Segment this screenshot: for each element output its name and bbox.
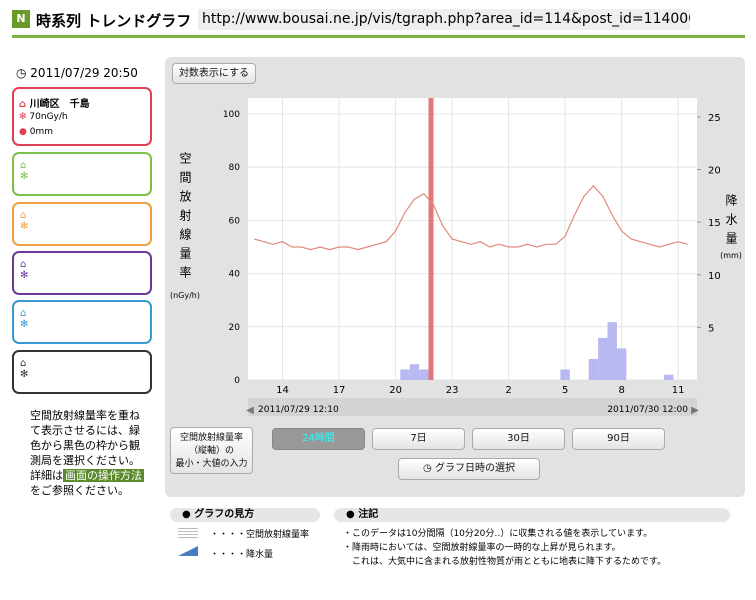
station-box[interactable]: ⌂ 川崎区 千島 ✻ 70nGy/h ● 0mm xyxy=(12,87,152,146)
range-button[interactable]: 空間放射線量率 （縦軸）の 最小・大値の入力 xyxy=(170,427,253,474)
x-tick-label: 14 xyxy=(276,385,289,396)
note-line: ・このデータは10分間隔（10分20分‥）に収集される値を表示しています。 xyxy=(343,529,653,539)
header-rule xyxy=(12,35,745,38)
station-box[interactable]: ⌂ ✻ xyxy=(12,202,152,246)
y-tick-label: 100 xyxy=(223,110,240,120)
station-dose: 70nGy/h xyxy=(29,112,68,122)
log-button[interactable]: 対数表示にする xyxy=(172,63,256,84)
x-tick-label: 11 xyxy=(672,385,685,396)
y2-tick-label: 5 xyxy=(708,323,714,334)
timestamp-text: 2011/07/29 20:50 xyxy=(30,66,138,80)
x-tick-label: 17 xyxy=(333,385,346,396)
period-button[interactable]: 90日 xyxy=(572,428,665,450)
legend-title: グラフの見方 xyxy=(194,509,255,520)
rain-bar xyxy=(560,369,570,380)
y2-tick-label: 20 xyxy=(708,166,721,177)
x-tick-label: 5 xyxy=(562,385,568,396)
help-line: て表示させるには、緑 xyxy=(30,424,140,437)
page-title: 時系列 トレンドグラフ xyxy=(36,12,192,30)
legend-name: 空間放射線量率 xyxy=(246,530,310,540)
rain-bar xyxy=(664,374,674,380)
range-button-line: （縦軸）の xyxy=(188,446,234,456)
range-button-line: 空間放射線量率 xyxy=(179,433,243,443)
y-tick-label: 60 xyxy=(229,216,241,226)
station-rain: 0mm xyxy=(29,127,53,137)
help-line: 空間放射線量率を重ね xyxy=(30,409,140,422)
station-name: 川崎区 千島 xyxy=(29,99,90,110)
y-axis-unit: (nGy/h) xyxy=(170,291,200,300)
note-line: これは、大気中に含まれる放射性物質が雨とともに地表に降下するためです。 xyxy=(343,557,667,567)
notes-title: 注記 xyxy=(358,509,379,520)
station-box[interactable]: ⌂ ✻ xyxy=(12,300,152,344)
rain-bar xyxy=(419,369,429,380)
period-button[interactable]: 24時間 xyxy=(272,428,365,450)
date-select-text: グラフ日時の選択 xyxy=(434,463,515,474)
help-line: 測局を選択ください。 xyxy=(30,454,140,467)
station-box[interactable]: ⌂ ✻ xyxy=(12,152,152,196)
rain-bar xyxy=(616,348,627,380)
arrow-left[interactable]: ◀ xyxy=(246,405,254,416)
x-tick-label: 23 xyxy=(446,385,459,396)
dose-line xyxy=(254,184,688,251)
y-tick-label: 0 xyxy=(234,376,240,386)
note-line: ・降雨時においては、空間放射線量率の一時的な上昇が見られます。 xyxy=(343,543,621,553)
legend-swatch xyxy=(178,528,198,538)
legend-item: ・・・・空間放射線量率 xyxy=(210,530,310,540)
y-tick-label: 40 xyxy=(229,270,241,280)
y2-tick-label: 25 xyxy=(708,113,721,124)
start-label: 2011/07/29 12:10 xyxy=(258,405,339,415)
x-tick-label: 8 xyxy=(618,385,624,396)
period-button[interactable]: 30日 xyxy=(472,428,565,450)
y2-axis-label: 降水量 xyxy=(724,194,738,251)
arrow-right[interactable]: ▶ xyxy=(691,405,699,416)
y-tick-label: 80 xyxy=(229,163,241,173)
time-bar xyxy=(248,398,697,416)
rain-bar xyxy=(607,322,617,380)
station-box[interactable]: ⌂ ✻ xyxy=(12,251,152,295)
y-axis-label: 空間放射線量率 xyxy=(178,152,192,285)
legend-swatch xyxy=(178,546,198,556)
help-suffix: をご参照ください。 xyxy=(30,484,129,497)
y2-tick-label: 10 xyxy=(708,271,721,282)
date-select-button[interactable]: ◷ グラフ日時の選択 xyxy=(398,458,540,480)
legend-header: ● グラフの見方 xyxy=(170,508,320,522)
end-label: 2011/07/30 12:00 xyxy=(607,405,688,415)
plot-area xyxy=(248,98,697,380)
rain-bar xyxy=(409,364,420,380)
station-box[interactable]: ⌂ ✻ xyxy=(12,350,152,394)
legend-name: 降水量 xyxy=(246,550,274,560)
x-tick-label: 20 xyxy=(389,385,402,396)
help-prefix: 詳細は xyxy=(30,469,63,482)
url-box: http://www.bousai.ne.jp/vis/tgraph.php?a… xyxy=(198,9,690,30)
logo: N xyxy=(12,10,30,28)
y-tick-label: 20 xyxy=(229,323,241,333)
timestamp: ◷ 2011/07/29 20:50 xyxy=(16,66,138,80)
y2-tick-label: 15 xyxy=(708,218,721,229)
y2-axis-unit: (mm) xyxy=(720,251,742,260)
notes-header: ● 注記 xyxy=(334,508,730,522)
help-link[interactable]: 画面の操作方法 xyxy=(63,469,144,482)
rain-bar xyxy=(598,337,608,380)
x-tick-label: 2 xyxy=(505,385,511,396)
rain-bar xyxy=(588,358,599,380)
period-button[interactable]: 7日 xyxy=(372,428,465,450)
range-button-line: 最小・大値の入力 xyxy=(175,459,248,469)
help-line: 色から黒色の枠から観 xyxy=(30,439,140,452)
legend-item: ・・・・降水量 xyxy=(210,550,274,560)
notes: ・このデータは10分間隔（10分20分‥）に収集される値を表示しています。 ・降… xyxy=(343,527,666,569)
help-text: 空間放射線量率を重ね て表示させるには、緑 色から黒色の枠から観 測局を選択くだ… xyxy=(30,408,144,498)
rain-bar xyxy=(400,369,410,380)
